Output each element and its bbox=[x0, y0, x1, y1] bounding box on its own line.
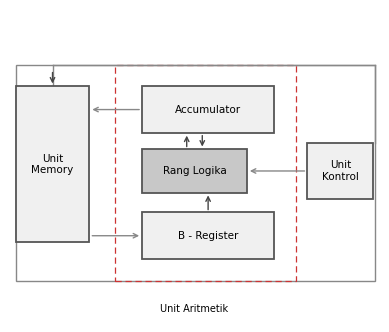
Bar bbox=[142, 149, 247, 193]
Text: Unit Aritmetik: Unit Aritmetik bbox=[160, 304, 229, 314]
Bar bbox=[142, 86, 274, 133]
Bar bbox=[115, 65, 296, 281]
Bar bbox=[307, 143, 373, 199]
Text: Unit
Kontrol: Unit Kontrol bbox=[322, 160, 359, 182]
Text: Accumulator: Accumulator bbox=[175, 105, 241, 115]
Text: Rang Logika: Rang Logika bbox=[163, 166, 226, 176]
Text: B - Register: B - Register bbox=[178, 231, 238, 241]
Bar bbox=[16, 86, 89, 242]
Bar bbox=[142, 212, 274, 259]
Bar bbox=[16, 65, 375, 281]
Text: Unit
Memory: Unit Memory bbox=[32, 153, 74, 175]
